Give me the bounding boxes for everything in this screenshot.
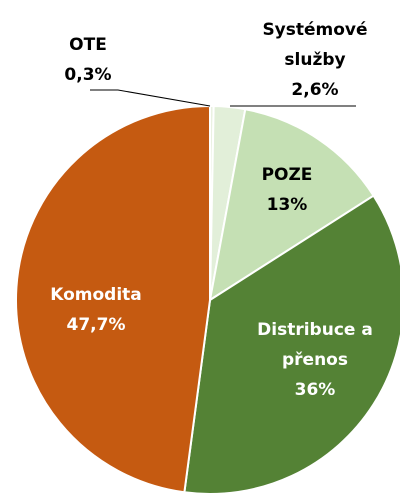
pie-slice (15, 104, 211, 494)
pie-slice (208, 108, 375, 303)
value-label: 2,6% (291, 80, 339, 100)
category-label: POZE (261, 165, 313, 185)
category-label: OTE (69, 35, 107, 55)
data-label: Komodita 47,7% (36, 280, 156, 340)
value-label: 13% (266, 195, 308, 215)
category-label: Distribuce a přenos (257, 320, 373, 370)
leader-line (90, 89, 211, 107)
data-label: OTE 0,3% (48, 30, 128, 90)
value-label: 36% (294, 380, 336, 400)
slices (15, 104, 400, 495)
data-label: Distribuce a přenos 36% (255, 315, 375, 405)
value-label: 0,3% (64, 65, 112, 85)
data-label: Systémové služby 2,6% (260, 15, 370, 105)
category-label: Komodita (50, 285, 142, 305)
category-label: Systémové služby (262, 20, 368, 70)
value-label: 47,7% (66, 315, 126, 335)
data-label: POZE 13% (242, 160, 332, 220)
pie-slice (183, 194, 400, 495)
